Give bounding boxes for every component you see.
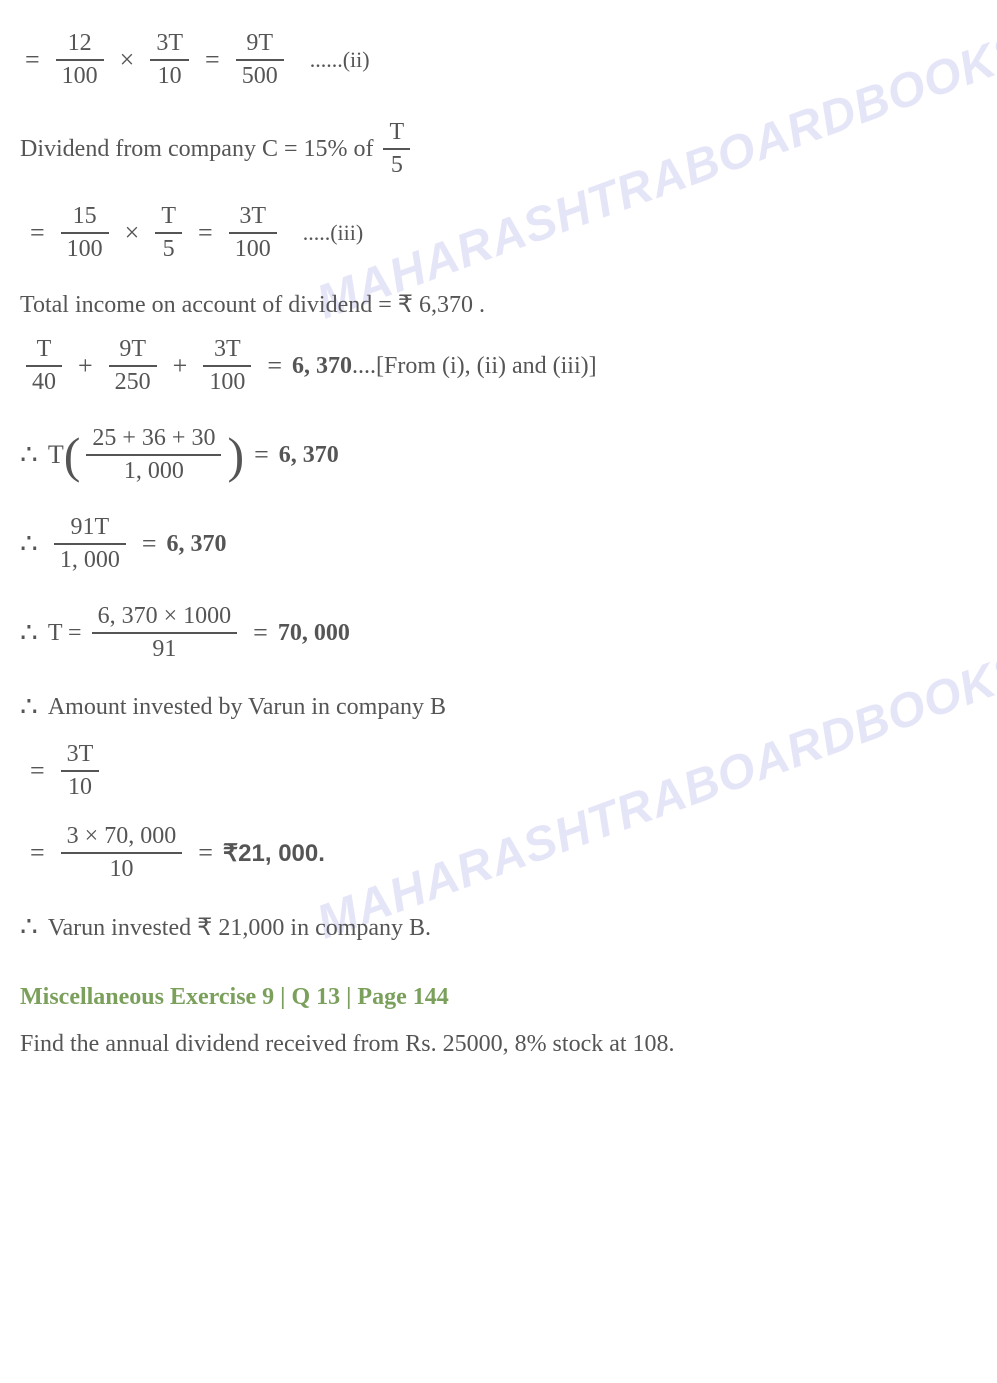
question-header: Miscellaneous Exercise 9 | Q 13 | Page 1…	[20, 984, 977, 1011]
prefix: T =	[48, 620, 82, 647]
frac-den: 10	[61, 772, 100, 803]
frac-num: 3T	[150, 28, 189, 61]
frac-den: 1, 000	[86, 456, 221, 487]
frac-num: T	[383, 117, 410, 150]
frac-num: T	[26, 334, 62, 367]
equation-ii: = 12 100 × 3T 10 = 9T 500 ......(ii)	[20, 28, 977, 92]
frac-den: 100	[203, 367, 251, 398]
frac-num: 3T	[203, 334, 251, 367]
result: ₹21, 000.	[223, 839, 325, 868]
conclusion-text: Varun invested ₹ 21,000 in company B.	[48, 913, 431, 942]
eq-label: .....(iii)	[303, 220, 364, 246]
frac-num: 91T	[54, 512, 126, 545]
frac-den: 10	[150, 61, 189, 92]
equation-sum: T 40 + 9T 250 + 3T 100 = 6, 370 ....[Fro…	[20, 334, 977, 398]
equation-91t: ∴ 91T 1, 000 = 6, 370	[20, 512, 977, 576]
frac-den: 100	[229, 234, 277, 265]
equation-3t10: = 3T 10	[20, 739, 977, 803]
total-income-line: Total income on account of dividend = ₹ …	[20, 290, 977, 319]
frac-den: 500	[236, 61, 284, 92]
result: 70, 000	[278, 620, 350, 647]
frac-den: 40	[26, 367, 62, 398]
frac-den: 100	[56, 61, 104, 92]
result: 6, 370	[292, 353, 352, 380]
invested-text: Amount invested by Varun in company B	[48, 694, 446, 721]
frac-den: 1, 000	[54, 545, 126, 576]
frac-num: 12	[56, 28, 104, 61]
equation-final: = 3 × 70, 000 10 = ₹21, 000.	[20, 821, 977, 885]
eq-label: ....[From (i), (ii) and (iii)]	[352, 353, 597, 380]
question-text: Find the annual dividend received from R…	[20, 1026, 977, 1062]
dividend-text: Dividend from company C = 15% of	[20, 136, 373, 163]
frac-num: 25 + 36 + 30	[86, 423, 221, 456]
dividend-text-line: Dividend from company C = 15% of T 5	[20, 117, 977, 181]
frac-den: 91	[92, 634, 238, 665]
frac-den: 10	[61, 854, 183, 885]
frac-den: 5	[383, 150, 410, 181]
conclusion-line: ∴ Varun invested ₹ 21,000 in company B.	[20, 910, 977, 944]
frac-num: 9T	[236, 28, 284, 61]
result: 6, 370	[167, 531, 227, 558]
frac-num: 3 × 70, 000	[61, 821, 183, 854]
frac-den: 5	[155, 234, 182, 265]
prefix: T	[48, 440, 64, 470]
equation-iii: = 15 100 × T 5 = 3T 100 .....(iii)	[20, 201, 977, 265]
frac-num: T	[155, 201, 182, 234]
frac-num: 6, 370 × 1000	[92, 601, 238, 634]
frac-num: 3T	[229, 201, 277, 234]
frac-num: 9T	[109, 334, 157, 367]
invested-line: ∴ Amount invested by Varun in company B	[20, 690, 977, 724]
result: 6, 370	[279, 442, 339, 469]
frac-den: 100	[61, 234, 109, 265]
total-income-text: Total income on account of dividend = ₹ …	[20, 290, 485, 319]
equation-solve-t: ∴ T = 6, 370 × 1000 91 = 70, 000	[20, 601, 977, 665]
frac-num: 3T	[61, 739, 100, 772]
frac-den: 250	[109, 367, 157, 398]
equation-paren: ∴ T ( 25 + 36 + 30 1, 000 ) = 6, 370	[20, 423, 977, 487]
frac-num: 15	[61, 201, 109, 234]
eq-label: ......(ii)	[310, 47, 370, 73]
